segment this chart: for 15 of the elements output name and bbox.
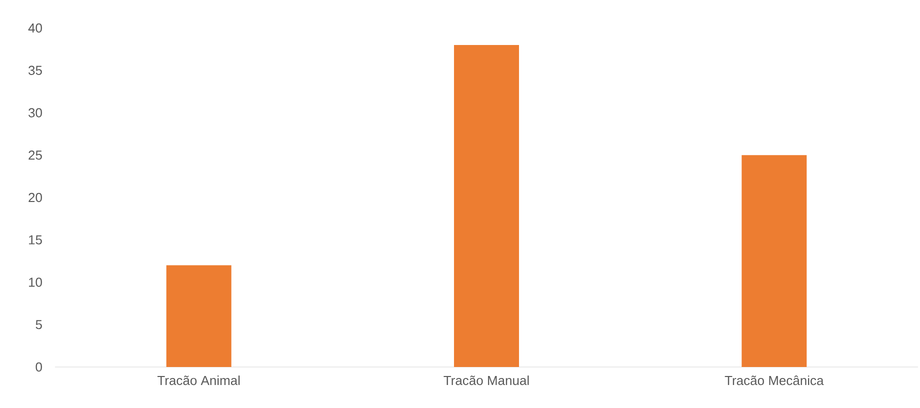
y-tick-label: 40 — [28, 23, 42, 33]
bar — [742, 155, 807, 367]
y-tick-label: 30 — [28, 108, 42, 118]
y-tick-label: 5 — [36, 320, 42, 330]
y-tick-label: 35 — [28, 66, 42, 75]
y-tick-label: 0 — [36, 362, 42, 372]
y-tick-label: 15 — [29, 235, 42, 244]
x-tick-label: Tracão Mecânica — [724, 376, 824, 386]
x-tick-label: Tracão Animal — [157, 376, 240, 386]
x-tick-label: Tracão Manual — [444, 376, 529, 386]
bar — [166, 265, 232, 367]
y-tick-label: 10 — [29, 278, 42, 287]
y-tick-label: 20 — [28, 192, 42, 202]
y-tick-label: 25 — [28, 150, 42, 160]
bar — [454, 44, 520, 367]
